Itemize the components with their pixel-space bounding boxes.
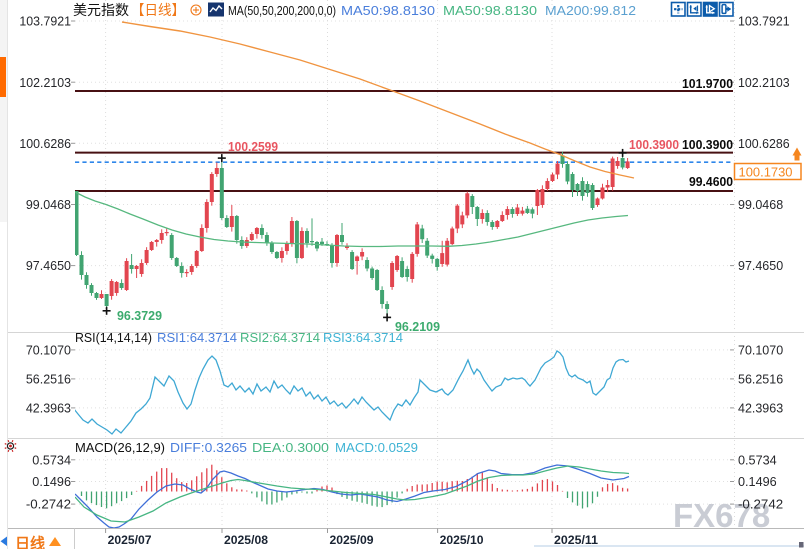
svg-text:42.3963: 42.3963 <box>738 401 783 416</box>
svg-text:2025/09: 2025/09 <box>330 533 374 547</box>
svg-text:MA50:98.8130: MA50:98.8130 <box>443 3 537 18</box>
svg-text:0.1496: 0.1496 <box>738 474 777 489</box>
svg-text:【日线】: 【日线】 <box>131 2 185 18</box>
svg-text:2025/08: 2025/08 <box>224 533 268 547</box>
svg-text:100.6286: 100.6286 <box>19 136 71 151</box>
svg-text:102.2103: 102.2103 <box>738 75 790 90</box>
svg-text:97.4650: 97.4650 <box>738 258 783 273</box>
svg-text:100.1730: 100.1730 <box>739 165 793 180</box>
svg-text:2025/07: 2025/07 <box>108 533 152 547</box>
svg-text:100.2599: 100.2599 <box>228 140 278 154</box>
svg-text:96.2109: 96.2109 <box>395 320 440 334</box>
svg-text:70.1070: 70.1070 <box>738 343 783 358</box>
svg-text:-0.2742: -0.2742 <box>738 497 783 512</box>
svg-text:100.3900: 100.3900 <box>682 138 733 152</box>
svg-text:102.2103: 102.2103 <box>19 75 71 90</box>
svg-text:0.5734: 0.5734 <box>32 452 71 467</box>
svg-text:FX678: FX678 <box>673 497 770 534</box>
svg-text:0.5734: 0.5734 <box>738 452 777 467</box>
svg-text:103.7921: 103.7921 <box>19 14 71 29</box>
svg-text:-0.2742: -0.2742 <box>26 497 71 512</box>
svg-text:99.0468: 99.0468 <box>26 197 71 212</box>
svg-text:日线: 日线 <box>15 535 45 550</box>
svg-text:美元指数: 美元指数 <box>73 2 129 18</box>
svg-text:RSI(14,14,14): RSI(14,14,14) <box>75 330 152 345</box>
svg-text:MA50:98.8130: MA50:98.8130 <box>341 3 435 18</box>
svg-text:99.4600: 99.4600 <box>689 175 733 189</box>
svg-text:MACD:0.0529: MACD:0.0529 <box>335 440 418 455</box>
svg-text:56.2516: 56.2516 <box>26 372 71 387</box>
svg-text:DIFF:0.3265: DIFF:0.3265 <box>170 440 247 455</box>
svg-text:MA200:99.812: MA200:99.812 <box>545 3 636 18</box>
svg-text:101.9700: 101.9700 <box>682 77 733 91</box>
svg-text:100.6286: 100.6286 <box>738 136 790 151</box>
svg-text:RSI2:64.3714: RSI2:64.3714 <box>240 330 320 345</box>
svg-text:2025/11: 2025/11 <box>554 533 598 547</box>
svg-text:99.0468: 99.0468 <box>738 197 783 212</box>
svg-text:56.2516: 56.2516 <box>738 372 783 387</box>
svg-text:103.7921: 103.7921 <box>738 14 790 29</box>
svg-text:2025/10: 2025/10 <box>440 533 484 547</box>
svg-text:RSI1:64.3714: RSI1:64.3714 <box>157 330 237 345</box>
svg-text:MACD(26,12,9): MACD(26,12,9) <box>75 440 165 455</box>
svg-text:100.3900: 100.3900 <box>629 138 679 152</box>
svg-text:96.3729: 96.3729 <box>117 309 162 323</box>
svg-text:RSI3:64.3714: RSI3:64.3714 <box>323 330 403 345</box>
svg-text:0.1496: 0.1496 <box>32 474 71 489</box>
svg-text:70.1070: 70.1070 <box>26 343 71 358</box>
svg-text:42.3963: 42.3963 <box>26 401 71 416</box>
svg-text:DEA:0.3000: DEA:0.3000 <box>252 440 329 455</box>
svg-text:MA(50,50,200,200,0,0): MA(50,50,200,200,0,0) <box>228 3 336 18</box>
svg-text:97.4650: 97.4650 <box>26 258 71 273</box>
